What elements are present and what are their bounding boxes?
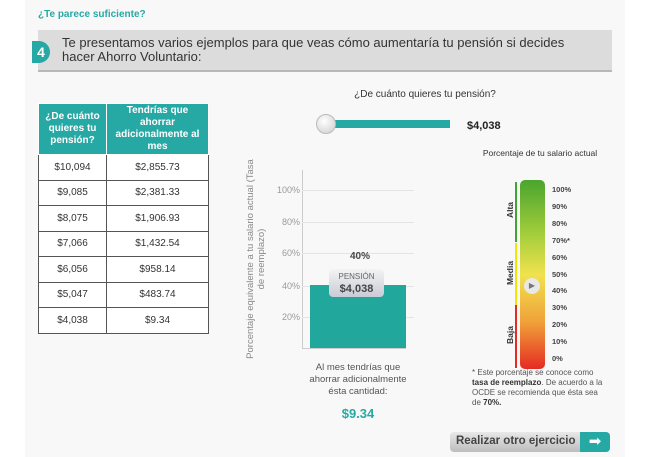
gauge-tick: 30% <box>552 303 568 313</box>
step-text: Te presentamos varios ejemplos para que … <box>62 35 565 64</box>
table-cell: $1,906.93 <box>106 205 209 232</box>
footnote: * Este porcentaje se conoce como tasa de… <box>472 368 603 407</box>
pension-label: PENSIÓN <box>338 272 375 281</box>
section-title: ¿Te parece suficiente? <box>38 9 146 20</box>
table-cell: $2,855.73 <box>106 154 209 181</box>
table-cell: $1,432.54 <box>106 230 209 257</box>
pension-value: $4,038 <box>339 283 374 295</box>
y-tick: 100% <box>276 185 300 195</box>
zone-label-media: Media <box>505 260 515 286</box>
table-row: $5,047 $483.74 <box>38 281 209 308</box>
table-cell: $9.34 <box>106 307 209 334</box>
slider-question: ¿De cuánto quieres tu pensión? <box>354 89 496 100</box>
chart-axis <box>302 170 406 349</box>
y-axis-label: Porcentaje equivalente a tu salario actu… <box>245 159 267 359</box>
y-tick: 40% <box>281 281 300 291</box>
gauge-tick: 80% <box>552 218 568 228</box>
table-cell: $9,085 <box>38 179 107 206</box>
slider-value: $4,038 <box>467 120 501 132</box>
table-row: $6,056 $958.14 <box>38 256 209 283</box>
table-cell: $5,047 <box>38 281 107 308</box>
zone-label-baja: Baja <box>505 326 515 344</box>
table-cell: $7,066 <box>38 230 107 257</box>
column-header: ¿De cuánto quieres tu pensión? <box>38 103 107 155</box>
table-cell: $958.14 <box>106 256 209 283</box>
table-row: $7,066 $1,432.54 <box>38 230 209 257</box>
gauge-tick: 50% <box>552 269 568 279</box>
table-cell: $6,056 <box>38 256 107 283</box>
zone-bar-alta <box>515 182 517 242</box>
y-tick: 60% <box>281 248 300 258</box>
table-row: $9,085 $2,381.33 <box>38 179 209 206</box>
table-cell: $4,038 <box>38 307 107 334</box>
examples-table: ¿De cuánto quieres tu pensión? Tendrías … <box>38 103 209 334</box>
gauge-indicator-play-icon: ▶ <box>524 278 540 295</box>
gridline <box>302 253 414 254</box>
zone-label-alta: Alta <box>505 201 515 219</box>
button-label: Realizar otro ejercicio <box>456 435 576 447</box>
table-cell: $483.74 <box>106 281 209 308</box>
monthly-amount: $9.34 <box>341 406 375 421</box>
pension-slider-handle[interactable] <box>316 114 336 134</box>
pension-slider-track[interactable] <box>330 120 450 128</box>
gauge-tick: 100% <box>552 185 572 194</box>
y-tick: 20% <box>281 312 300 322</box>
gauge-tick: 90% <box>552 201 568 211</box>
zone-bar-baja <box>515 305 517 368</box>
table-cell: $10,094 <box>38 154 107 181</box>
gauge-tick: 20% <box>552 320 568 330</box>
new-exercise-button[interactable]: Realizar otro ejercicio ➡ <box>450 432 610 452</box>
arrow-right-icon: ➡ <box>580 432 610 452</box>
gauge-tick: 0% <box>552 354 563 363</box>
gridline <box>302 190 414 191</box>
gauge-title: Porcentaje de tu salario actual <box>482 148 598 158</box>
replacement-rate-gauge <box>520 180 545 369</box>
gridline <box>302 222 414 223</box>
step-number: 4 <box>32 41 50 63</box>
zone-bar-media <box>515 243 517 305</box>
gauge-tick: 60% <box>552 252 568 262</box>
gauge-tick: 40% <box>552 286 568 296</box>
table-row: $4,038 $9.34 <box>38 307 209 334</box>
pension-tooltip: PENSIÓN $4,038 <box>329 269 384 297</box>
column-header: Tendrías que ahorrar adicionalmente al m… <box>106 103 209 155</box>
monthly-text: Al mes tendrías que ahorrar adicionalmen… <box>309 362 407 397</box>
table-row: $10,094 $2,855.73 <box>38 154 209 181</box>
table-cell: $8,075 <box>38 205 107 232</box>
table-row: $8,075 $1,906.93 <box>38 205 209 232</box>
gauge-tick: 10% <box>552 337 568 347</box>
step-header: 4 Te presentamos varios ejemplos para qu… <box>32 30 612 72</box>
y-tick: 80% <box>281 217 300 227</box>
gauge-tick: 70%* <box>552 235 570 245</box>
bar-percent-label: 40% <box>349 251 370 262</box>
table-cell: $2,381.33 <box>106 179 209 206</box>
